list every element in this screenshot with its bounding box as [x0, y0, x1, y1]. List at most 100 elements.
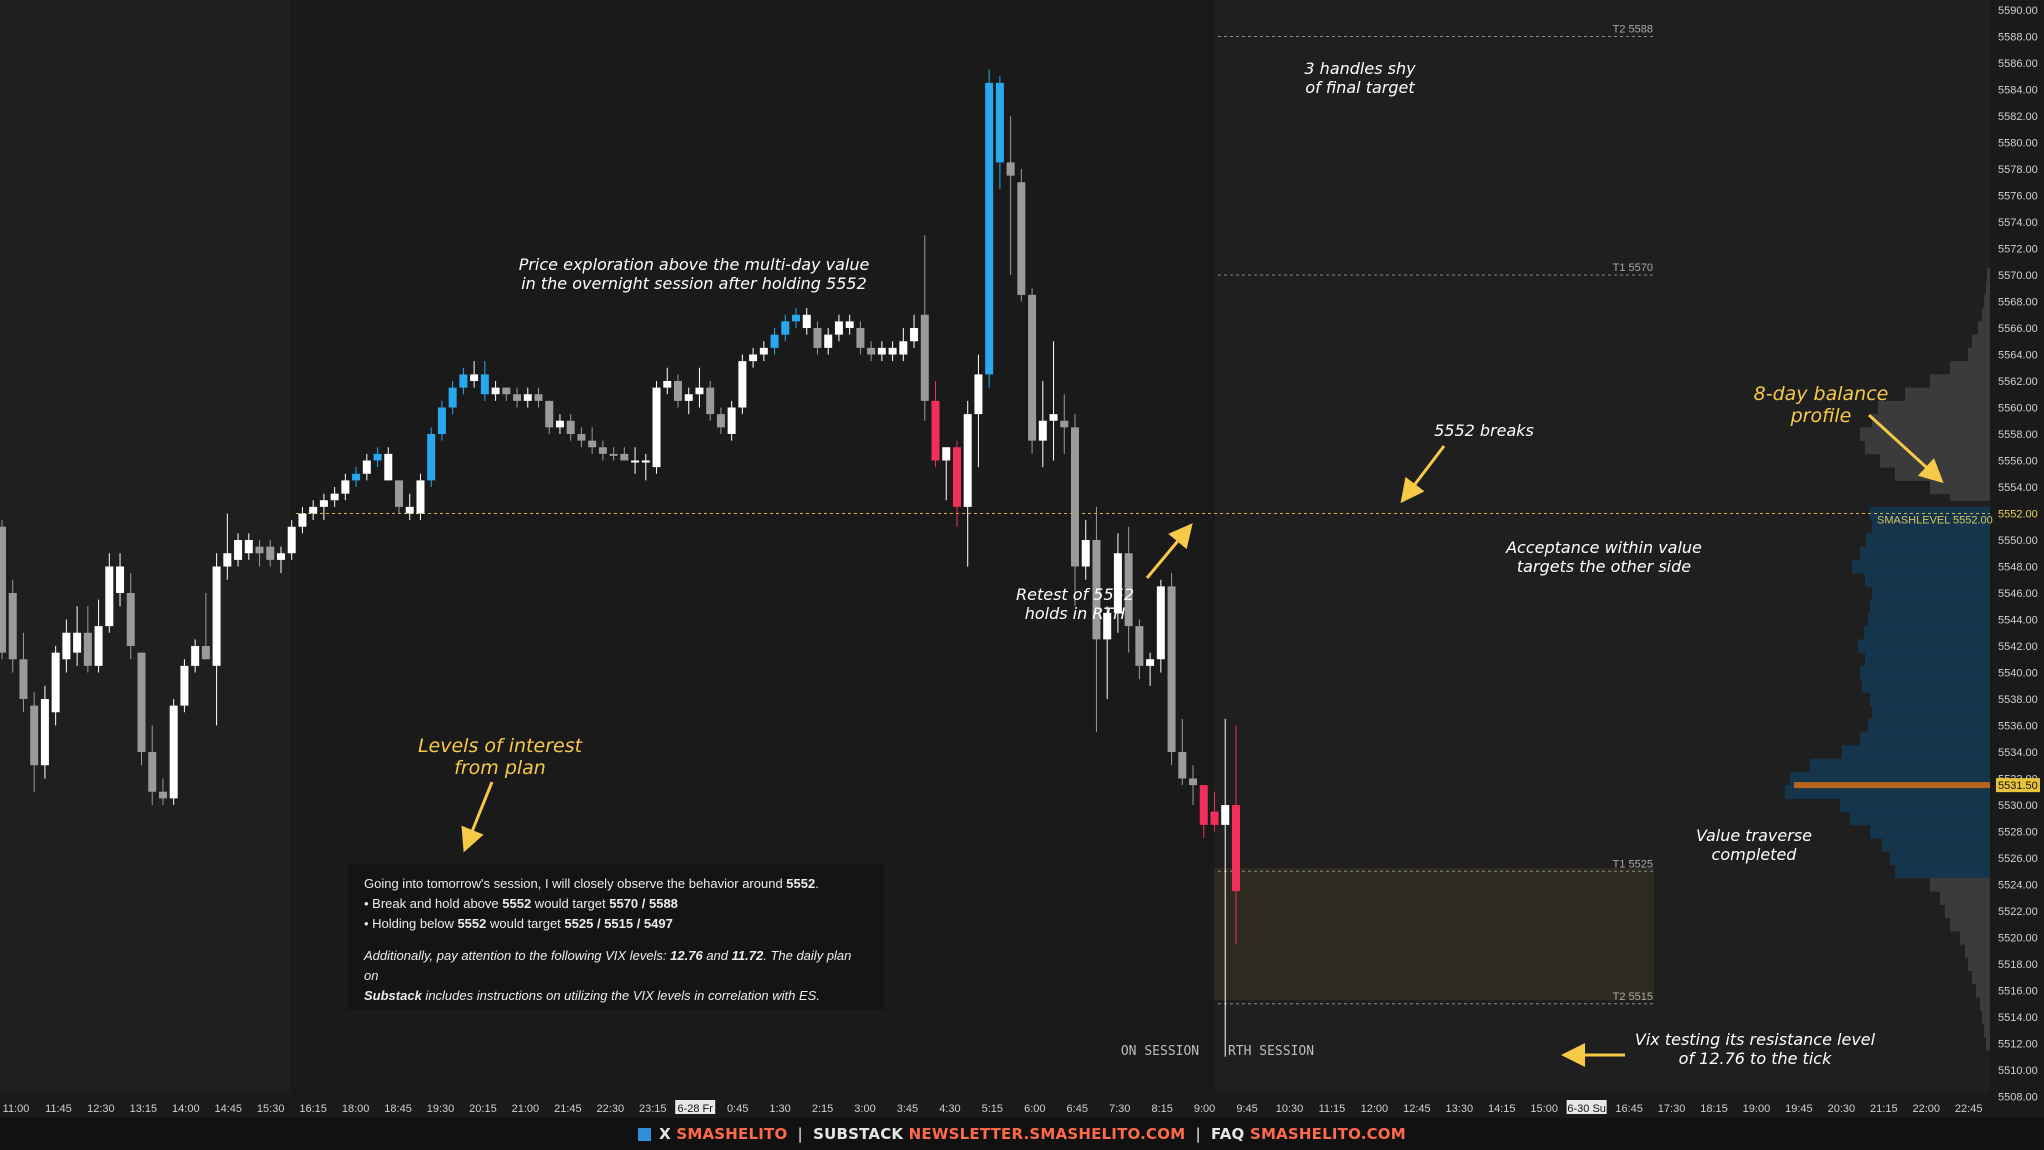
candle	[856, 321, 865, 355]
time-tick-label: 14:45	[214, 1103, 242, 1115]
price-tick-label: 5522.00	[1998, 906, 2038, 918]
candle	[191, 639, 200, 673]
candle-body	[1092, 540, 1101, 640]
time-tick-label: 14:00	[172, 1103, 200, 1115]
candle-body	[673, 381, 682, 401]
profile-value-bar	[1860, 546, 1990, 561]
time-tick-label: 0:45	[727, 1103, 748, 1115]
candle	[502, 387, 511, 401]
price-tick-label: 5548.00	[1998, 562, 2038, 574]
candle-body	[137, 652, 146, 752]
candle	[1071, 414, 1079, 607]
candle	[234, 533, 243, 567]
candle	[1081, 520, 1090, 580]
candle-body	[1103, 612, 1112, 640]
candle	[287, 520, 296, 560]
time-tick-label: 9:45	[1236, 1103, 1257, 1115]
price-tick-label: 5536.00	[1998, 721, 2038, 733]
candle	[1156, 579, 1165, 673]
candle	[223, 513, 232, 580]
candle-body	[1028, 294, 1037, 441]
candle	[631, 447, 640, 474]
candle-body	[40, 699, 49, 766]
price-tick-label: 5558.00	[1998, 429, 2038, 441]
arrow-balance-profile	[1867, 413, 1944, 484]
smashlevel-label: SMASHLEVEL 5552.00	[1877, 515, 1993, 527]
candle	[1124, 526, 1133, 653]
annotation-balance-profile: 8-day balance	[1754, 383, 1889, 405]
time-tick-label: 22:45	[1955, 1103, 1983, 1115]
candle-body	[974, 374, 983, 415]
candle-body	[191, 646, 200, 666]
candle	[1113, 533, 1122, 633]
footer-x-label: X	[659, 1125, 671, 1143]
candle-body	[30, 705, 39, 766]
profile-value-bar	[1870, 599, 1990, 614]
candle-body	[716, 414, 725, 428]
price-tick-label: 5562.00	[1998, 376, 2038, 388]
candle-body	[1167, 586, 1176, 752]
annotation-balance-profile: profile	[1790, 405, 1852, 427]
candle	[985, 69, 994, 388]
candle	[341, 473, 350, 501]
candle	[1189, 765, 1198, 805]
candle	[802, 308, 811, 335]
footer-faq-label: FAQ	[1211, 1125, 1245, 1143]
candle-body	[255, 546, 264, 554]
candle-body	[577, 434, 586, 441]
candle	[952, 440, 961, 527]
profile-value-bar	[1850, 811, 1990, 826]
price-tick-label: 5514.00	[1998, 1012, 2038, 1024]
price-tick-label: 5520.00	[1998, 933, 2038, 945]
profile-value-bar	[1860, 665, 1990, 680]
profile-value-bar	[1872, 705, 1990, 720]
annotation-handles-shy: of final target	[1305, 78, 1415, 97]
footer-substack-label: SUBSTACK	[813, 1125, 904, 1143]
candle	[1221, 718, 1230, 1057]
time-tick-label: 6:45	[1067, 1103, 1088, 1115]
candle-body	[19, 659, 28, 699]
candle-body	[942, 447, 951, 461]
time-axis[interactable]: 11:00 11:45 12:30 13:15 14:00 14:45 15:30 16:15…	[3, 1100, 1983, 1115]
candle-body	[1135, 626, 1144, 666]
time-tick-label: 2:15	[812, 1103, 833, 1115]
profile-bar	[1982, 1010, 1990, 1025]
candle-body	[73, 632, 82, 653]
price-tick-label: 5540.00	[1998, 668, 2038, 680]
x-logo-icon	[638, 1127, 652, 1141]
footer-faq-link[interactable]: SMASHELITO.COM	[1249, 1125, 1406, 1143]
candle	[0, 520, 6, 660]
candle	[534, 387, 543, 408]
profile-value-bar	[1860, 732, 1990, 746]
price-axis[interactable]: 5590.00 5588.00 5586.00 5584.00 5582.00 5580.…	[1996, 5, 2040, 1104]
footer-substack-link[interactable]: NEWSLETTER.SMASHELITO.COM	[908, 1125, 1186, 1143]
candle-body	[276, 553, 285, 560]
candle-body	[545, 400, 554, 428]
candle	[706, 381, 715, 421]
candle	[867, 341, 876, 362]
time-tick-label: 21:15	[1870, 1103, 1898, 1115]
profile-value-bar	[1864, 626, 1990, 640]
profile-bar	[1984, 294, 1990, 309]
profile-bar	[1930, 480, 1990, 495]
candle-body	[1049, 414, 1058, 421]
candle	[395, 480, 404, 514]
price-tick-label: 5588.00	[1998, 32, 2038, 44]
candle	[180, 659, 189, 713]
price-tick-label: 5574.00	[1998, 217, 2038, 229]
candle-body	[437, 407, 446, 434]
footer-x-handle[interactable]: SMASHELITO	[676, 1125, 788, 1143]
candle	[244, 533, 253, 560]
annotation-price-exploration: in the overnight session after holding 5…	[521, 274, 867, 293]
profile-bar	[1978, 321, 1990, 336]
price-tick-label: 5572.00	[1998, 244, 2038, 256]
candle	[1017, 169, 1026, 302]
profile-bar	[1968, 957, 1990, 972]
candle-body	[298, 513, 307, 527]
profile-value-bar	[1882, 838, 1990, 852]
candle-body	[1189, 778, 1198, 786]
time-tick-label: 16:15	[299, 1103, 327, 1115]
candle-body	[995, 82, 1004, 163]
profile-bar	[1960, 930, 1990, 945]
